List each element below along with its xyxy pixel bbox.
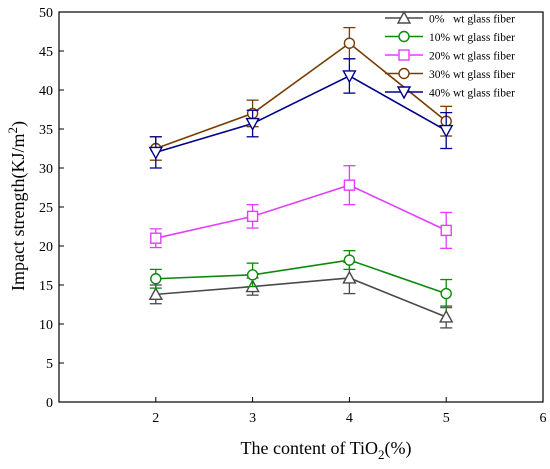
legend: 0% wt glass fiber 10% wt glass fiber 20% w…	[385, 10, 515, 100]
legend-item-3: 30% wt glass fiber	[385, 67, 515, 81]
y-tick-label: 50	[39, 6, 53, 21]
x-tick-label: 4	[346, 411, 353, 426]
series-4	[148, 58, 454, 169]
legend-marker	[398, 30, 410, 43]
y-tick-label: 35	[39, 123, 53, 138]
x-tick-label: 2	[152, 411, 159, 426]
series-line	[155, 42, 447, 150]
y-tick-label: 40	[39, 84, 53, 99]
series-2	[149, 165, 453, 249]
legend-label: 30% wt glass fiber	[429, 69, 515, 81]
data-point	[148, 286, 163, 301]
x-axis-title: The content of TiO2(%)	[241, 438, 412, 462]
data-point	[439, 124, 454, 139]
data-point	[246, 210, 259, 223]
series-1	[149, 250, 453, 309]
y-tick-label: 30	[39, 162, 53, 177]
y-axis-title-end: )	[8, 121, 29, 127]
legend-item-2: 20% wt glass fiber	[385, 49, 515, 63]
x-tick-label: 3	[249, 411, 256, 426]
data-point	[343, 254, 356, 266]
legend-marker	[398, 49, 410, 61]
y-tick-label: 25	[39, 201, 53, 216]
data-point	[440, 224, 452, 237]
data-point	[150, 232, 162, 244]
legend-label: 10% wt glass fiber	[429, 32, 515, 44]
x-tick-label: 5	[443, 411, 450, 426]
y-tick-label: 20	[39, 240, 53, 255]
x-tick-label: 6	[540, 411, 547, 426]
legend-label: 0% wt glass fiber	[429, 14, 515, 26]
series-line	[155, 259, 447, 295]
x-axis-title-subscript: 2	[378, 447, 385, 462]
x-axis-title-end: (%)	[385, 438, 412, 459]
data-point	[245, 117, 260, 132]
legend-label: 20% wt glass fiber	[429, 51, 515, 63]
series-line	[155, 75, 447, 154]
x-axis-title-main: The content of TiO	[241, 438, 379, 458]
y-tick-label: 45	[39, 45, 53, 60]
data-point	[342, 270, 357, 284]
legend-item-0: 0% wt glass fiber	[385, 10, 515, 26]
legend-marker	[396, 10, 412, 24]
data-point	[439, 309, 454, 323]
y-tick-label: 15	[39, 279, 53, 294]
data-point	[150, 273, 162, 285]
y-tick-label: 5	[46, 357, 53, 372]
series-layer	[148, 26, 454, 329]
data-point	[343, 37, 356, 49]
legend-item-1: 10% wt glass fiber	[385, 30, 515, 44]
data-point	[440, 287, 452, 300]
y-tick-label: 0	[46, 396, 53, 411]
data-point	[342, 70, 357, 84]
series-line	[155, 277, 447, 318]
legend-marker	[398, 67, 410, 80]
data-point	[343, 179, 356, 191]
series-0	[148, 261, 454, 329]
data-point	[148, 146, 163, 160]
y-axis-title: Impact strength(KJ/m2)	[5, 121, 29, 291]
legend-item-4: 40% wt glass fiber	[385, 86, 515, 100]
series-line	[155, 184, 447, 239]
y-tick-label: 10	[39, 318, 53, 333]
legend-label: 40% wt glass fiber	[429, 88, 515, 100]
legend-marker	[396, 86, 412, 100]
y-axis-title-superscript: 2	[5, 127, 20, 134]
y-axis-title-main: Impact strength(KJ/m	[8, 134, 29, 291]
data-point	[246, 269, 259, 281]
